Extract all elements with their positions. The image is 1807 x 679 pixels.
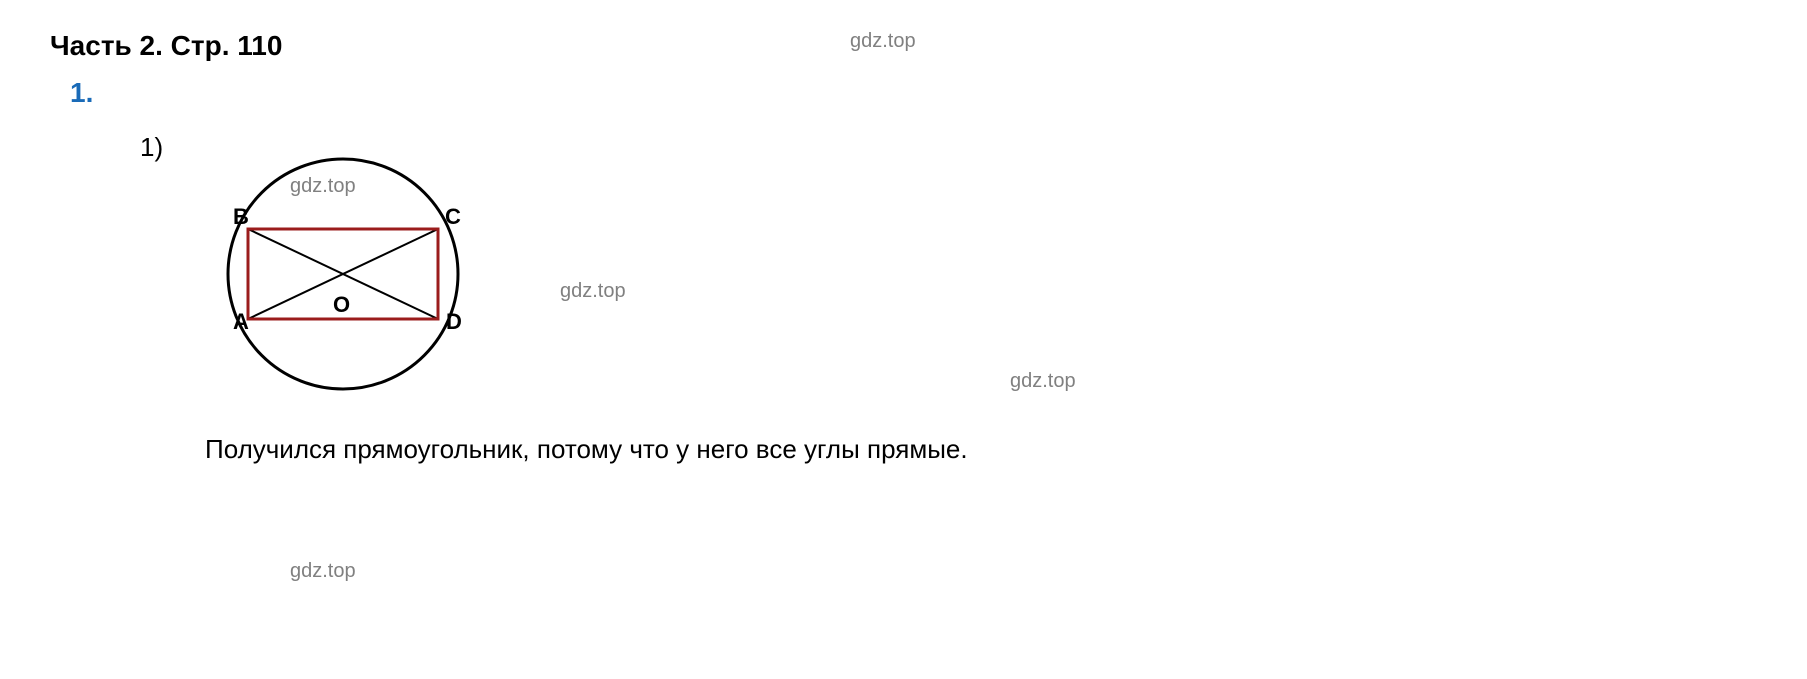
watermark: gdz.top	[850, 30, 916, 53]
label-o: O	[333, 292, 350, 317]
geometry-diagram: B C A D O	[203, 124, 483, 404]
answer-text: Получился прямоугольник, потому что у не…	[205, 434, 1757, 465]
watermark: gdz.top	[1010, 370, 1076, 393]
problem-number: 1.	[70, 77, 1757, 109]
label-d: D	[446, 309, 462, 334]
watermark: gdz.top	[290, 560, 356, 583]
circle-rectangle-svg: B C A D O	[203, 124, 483, 404]
watermark: gdz.top	[560, 280, 626, 303]
label-c: C	[445, 204, 461, 229]
label-a: A	[233, 309, 249, 334]
subitem-number: 1)	[140, 132, 163, 163]
label-b: B	[233, 204, 249, 229]
subitem-container: 1) B C A D O	[140, 124, 1757, 404]
watermark: gdz.top	[290, 175, 356, 198]
